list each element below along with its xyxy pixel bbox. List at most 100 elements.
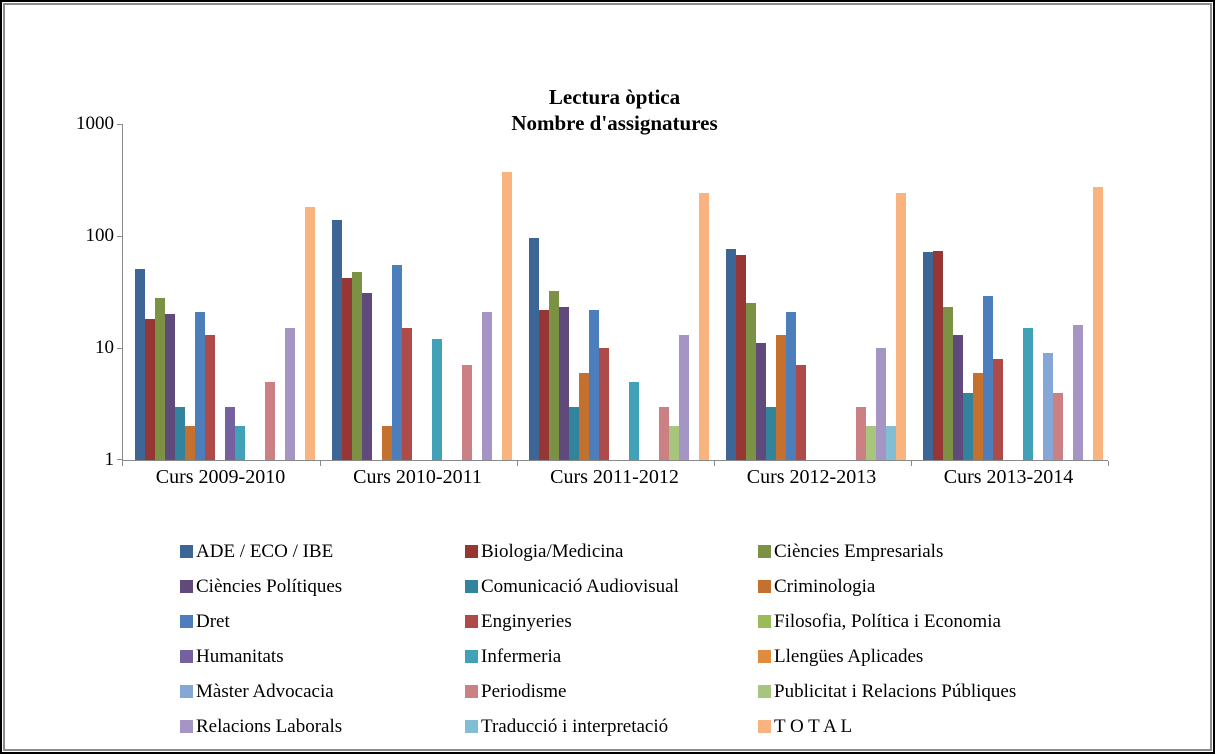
legend-label: Publicitat i Relacions Públiques: [774, 680, 1017, 702]
legend-item: Criminologia: [758, 569, 1050, 604]
bar: [529, 238, 539, 460]
bar-slot: [382, 124, 392, 460]
bar-slot: [285, 124, 295, 460]
legend-label: Infermeria: [481, 645, 562, 667]
bar-slot: [1073, 124, 1083, 460]
plot-area: [117, 124, 1109, 466]
bar: [933, 251, 943, 460]
y-axis-label: 1: [104, 449, 115, 470]
bar-slot: [472, 124, 482, 460]
bar-slot: [185, 124, 195, 460]
legend-label: Periodisme: [481, 680, 567, 702]
legend-item: Enginyeries: [465, 604, 758, 639]
bar: [502, 172, 512, 460]
bar-slot: [1003, 124, 1013, 460]
y-axis-tick: [117, 124, 122, 125]
legend-swatch-icon: [465, 720, 478, 733]
bar-slot: [983, 124, 993, 460]
bar: [963, 393, 973, 460]
bar: [235, 426, 245, 460]
bar: [175, 407, 185, 460]
bar: [786, 312, 796, 460]
bar-slot: [806, 124, 816, 460]
bar: [569, 407, 579, 460]
bar-slot: [816, 124, 826, 460]
legend-swatch-icon: [465, 545, 478, 558]
x-axis-label: Curs 2010-2011: [353, 466, 482, 488]
bar-slot: [135, 124, 145, 460]
bar: [679, 335, 689, 460]
y-axis-tick: [117, 459, 122, 460]
bar-slot: [215, 124, 225, 460]
bar-slot: [255, 124, 265, 460]
bar-slot: [933, 124, 943, 460]
x-axis-label: Curs 2009-2010: [155, 466, 286, 488]
bar-slot: [452, 124, 462, 460]
bar: [1043, 353, 1053, 460]
bar-slot: [689, 124, 699, 460]
bar: [756, 343, 766, 460]
x-axis-tick: [122, 461, 123, 466]
bar-slot: [295, 124, 305, 460]
bar-slot: [265, 124, 275, 460]
bar: [155, 298, 165, 460]
bar-slot: [372, 124, 382, 460]
legend-swatch-icon: [180, 650, 193, 663]
legend-label: Criminologia: [774, 575, 876, 597]
legend-item: Infermeria: [465, 639, 758, 674]
bar-slot: [225, 124, 235, 460]
bar-slot: [502, 124, 512, 460]
bar-slot: [786, 124, 796, 460]
bar: [342, 278, 352, 460]
bar-slot: [235, 124, 245, 460]
x-axis-tick: [1108, 461, 1109, 466]
bar: [265, 382, 275, 460]
bar-slot: [492, 124, 502, 460]
legend-swatch-icon: [465, 650, 478, 663]
y-axis-tick: [117, 348, 122, 349]
bar-group: [123, 124, 320, 460]
bar-slot: [649, 124, 659, 460]
bar: [549, 291, 559, 460]
bar-slot: [796, 124, 806, 460]
bar-slot: [1083, 124, 1093, 460]
bar-slot: [392, 124, 402, 460]
bar-slot: [539, 124, 549, 460]
bar-slot: [462, 124, 472, 460]
bar: [1053, 393, 1063, 460]
bar-group: [911, 124, 1108, 460]
bar: [923, 252, 933, 460]
bar: [402, 328, 412, 460]
bar: [195, 312, 205, 460]
x-axis-tick: [517, 461, 518, 466]
bar-slot: [943, 124, 953, 460]
bar: [886, 426, 896, 460]
chart-title-line-1: Lectura òptica: [548, 85, 681, 109]
chart-title-line-2: Nombre d'assignatures: [511, 111, 718, 135]
legend-label: Relacions Laborals: [196, 715, 343, 737]
legend-label: Màster Advocacia: [196, 680, 334, 702]
bar: [559, 307, 569, 460]
bar-slot: [746, 124, 756, 460]
bar-group: [320, 124, 517, 460]
bar-slot: [145, 124, 155, 460]
bar-slot: [866, 124, 876, 460]
bar-slot: [836, 124, 846, 460]
bar-slot: [342, 124, 352, 460]
bar: [866, 426, 876, 460]
bar-group: [714, 124, 911, 460]
bar-slot: [175, 124, 185, 460]
bar: [135, 269, 145, 460]
legend-swatch-icon: [180, 580, 193, 593]
bar: [856, 407, 866, 460]
legend-label: Traducció i interpretació: [481, 715, 669, 737]
bar-slot: [876, 124, 886, 460]
y-axis-label: 1000: [76, 113, 114, 134]
bar-slot: [639, 124, 649, 460]
bar: [382, 426, 392, 460]
bar: [225, 407, 235, 460]
bar: [943, 307, 953, 460]
bar: [145, 319, 155, 460]
bar-slot: [826, 124, 836, 460]
legend-swatch-icon: [180, 720, 193, 733]
